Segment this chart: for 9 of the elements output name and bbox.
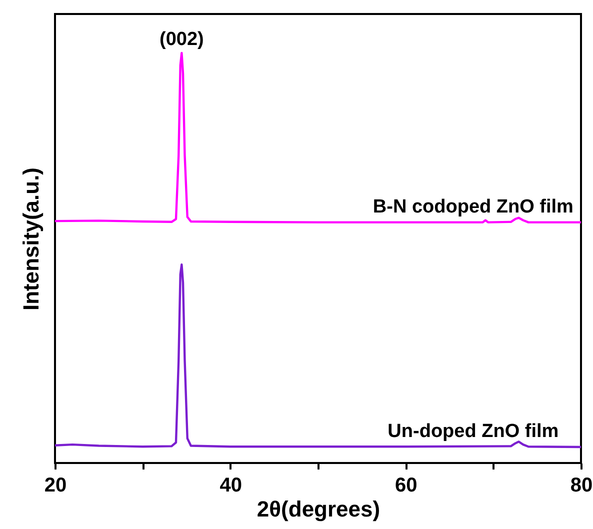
- series-label: Un-doped ZnO film: [388, 421, 559, 442]
- annotation: (002): [160, 28, 204, 50]
- series-label: B-N codoped ZnO film: [372, 196, 574, 218]
- x-tick-label: 40: [220, 474, 242, 496]
- x-axis-title: 2θ(degrees): [256, 496, 380, 522]
- x-tick-label: 60: [395, 474, 418, 496]
- x-tick-label: 80: [570, 474, 593, 496]
- x-tick-label: 20: [44, 474, 67, 496]
- y-axis-title: Intensity(a.u.): [18, 167, 44, 311]
